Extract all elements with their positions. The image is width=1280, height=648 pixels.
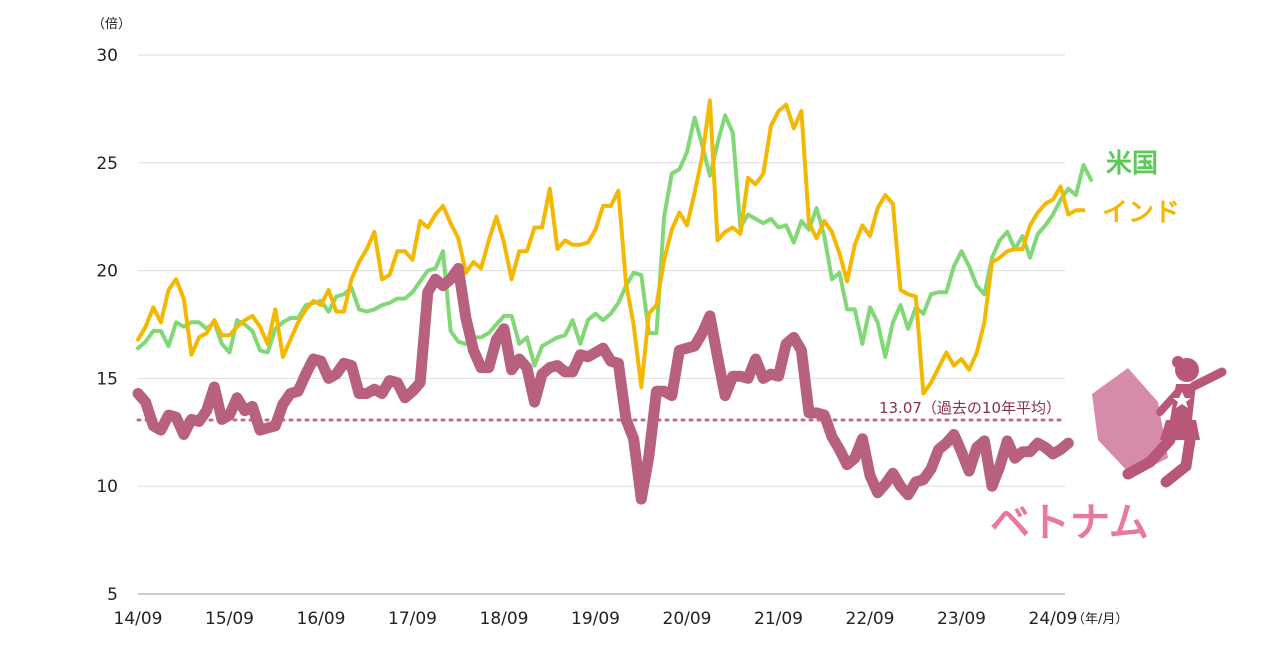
series-line-us	[136, 113, 1094, 368]
x-tick-label: 19/09	[571, 609, 620, 629]
y-tick-label: 15	[96, 369, 118, 389]
x-tick-label: 14/09	[114, 609, 163, 629]
y-tick-label: 25	[96, 154, 118, 174]
y-tick-label: 30	[96, 46, 118, 66]
y-tick-label: 10	[96, 477, 118, 497]
x-tick-label: 24/09	[1029, 609, 1078, 629]
x-tick-label: 17/09	[388, 609, 437, 629]
grid-lines	[138, 54, 1065, 595]
y-axis-unit: （倍）	[92, 17, 131, 32]
x-tick-label: 21/09	[754, 609, 803, 629]
series-line-vietnam	[132, 262, 1074, 505]
x-tick-label: 18/09	[480, 609, 529, 629]
legend-label-vietnam: ベトナム	[990, 500, 1149, 546]
y-axis-ticks: 5 10 15 20 25 30	[96, 46, 118, 605]
ten-year-average-label: 13.07（過去の10年平均）	[879, 399, 1061, 417]
x-axis-unit: （年/月）	[1072, 612, 1128, 627]
x-tick-label: 15/09	[205, 609, 254, 629]
x-tick-label: 20/09	[663, 609, 712, 629]
x-tick-label: 16/09	[297, 609, 346, 629]
y-tick-label: 20	[96, 262, 118, 282]
x-tick-label: 23/09	[937, 609, 986, 629]
superhero-icon	[1092, 356, 1227, 488]
x-axis-ticks: 14/09 15/09 16/09 17/09 18/09 19/09 20/09 21/09…	[114, 609, 1078, 629]
x-tick-label: 22/09	[846, 609, 895, 629]
legend-label-us: 米国	[1106, 149, 1158, 179]
series-line-india	[136, 98, 1086, 396]
y-tick-label: 5	[107, 585, 118, 605]
legend-label-india: インド	[1102, 198, 1180, 228]
